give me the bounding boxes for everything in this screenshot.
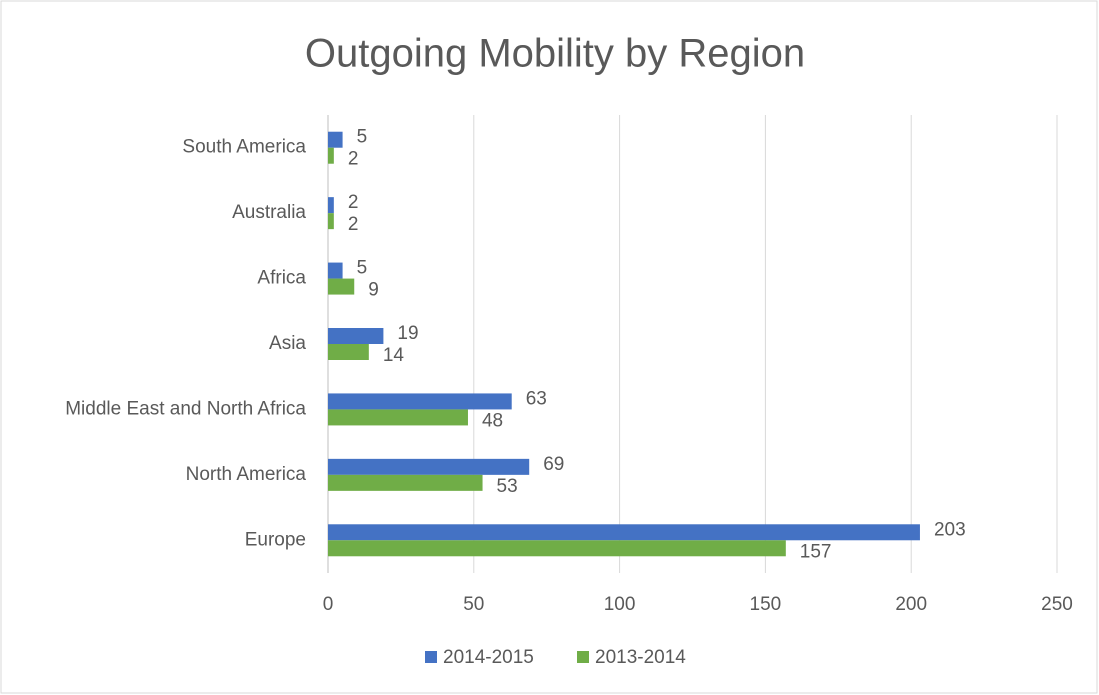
y-tick-label: South America <box>182 137 306 158</box>
bar <box>328 344 369 360</box>
legend-swatch <box>577 651 589 663</box>
legend-label: 2013-2014 <box>595 647 686 668</box>
data-label: 5 <box>357 127 368 148</box>
chart-title: Outgoing Mobility by Region <box>305 32 805 76</box>
bar <box>328 131 343 148</box>
x-tick-label: 50 <box>463 594 484 615</box>
data-label: 2 <box>348 192 359 213</box>
bar <box>328 524 920 541</box>
data-label: 5 <box>357 258 368 279</box>
y-tick-label: Middle East and North Africa <box>65 398 306 419</box>
x-tick-label: 250 <box>1041 594 1073 615</box>
x-tick-label: 0 <box>323 594 334 615</box>
bar <box>328 474 483 491</box>
y-tick-label: North America <box>186 464 307 485</box>
bar <box>328 540 786 557</box>
bar <box>328 458 530 475</box>
data-label: 69 <box>543 454 564 475</box>
x-tick-label: 100 <box>604 594 636 615</box>
x-tick-label: 200 <box>895 594 927 615</box>
data-label: 9 <box>368 280 379 301</box>
data-label: 63 <box>526 388 547 409</box>
y-tick-label: Europe <box>245 529 306 550</box>
legend-swatch <box>425 651 437 663</box>
data-label: 203 <box>934 519 966 540</box>
bar <box>328 197 334 214</box>
data-label: 48 <box>482 410 503 431</box>
bar <box>328 147 334 164</box>
bar <box>328 328 384 344</box>
data-label: 14 <box>383 345 405 366</box>
bar <box>328 278 355 295</box>
bar <box>328 262 343 279</box>
data-label: 53 <box>497 476 518 497</box>
y-tick-label: Asia <box>269 333 306 354</box>
bar <box>328 393 512 410</box>
legend-label: 2014-2015 <box>443 647 534 668</box>
data-label: 157 <box>800 541 832 562</box>
x-tick-label: 150 <box>750 594 782 615</box>
bar <box>328 409 468 426</box>
y-tick-label: Africa <box>257 268 306 289</box>
y-tick-label: Australia <box>232 202 306 223</box>
data-label: 2 <box>348 214 359 235</box>
data-label: 19 <box>397 323 418 344</box>
bar <box>328 213 334 230</box>
data-label: 2 <box>348 149 359 170</box>
